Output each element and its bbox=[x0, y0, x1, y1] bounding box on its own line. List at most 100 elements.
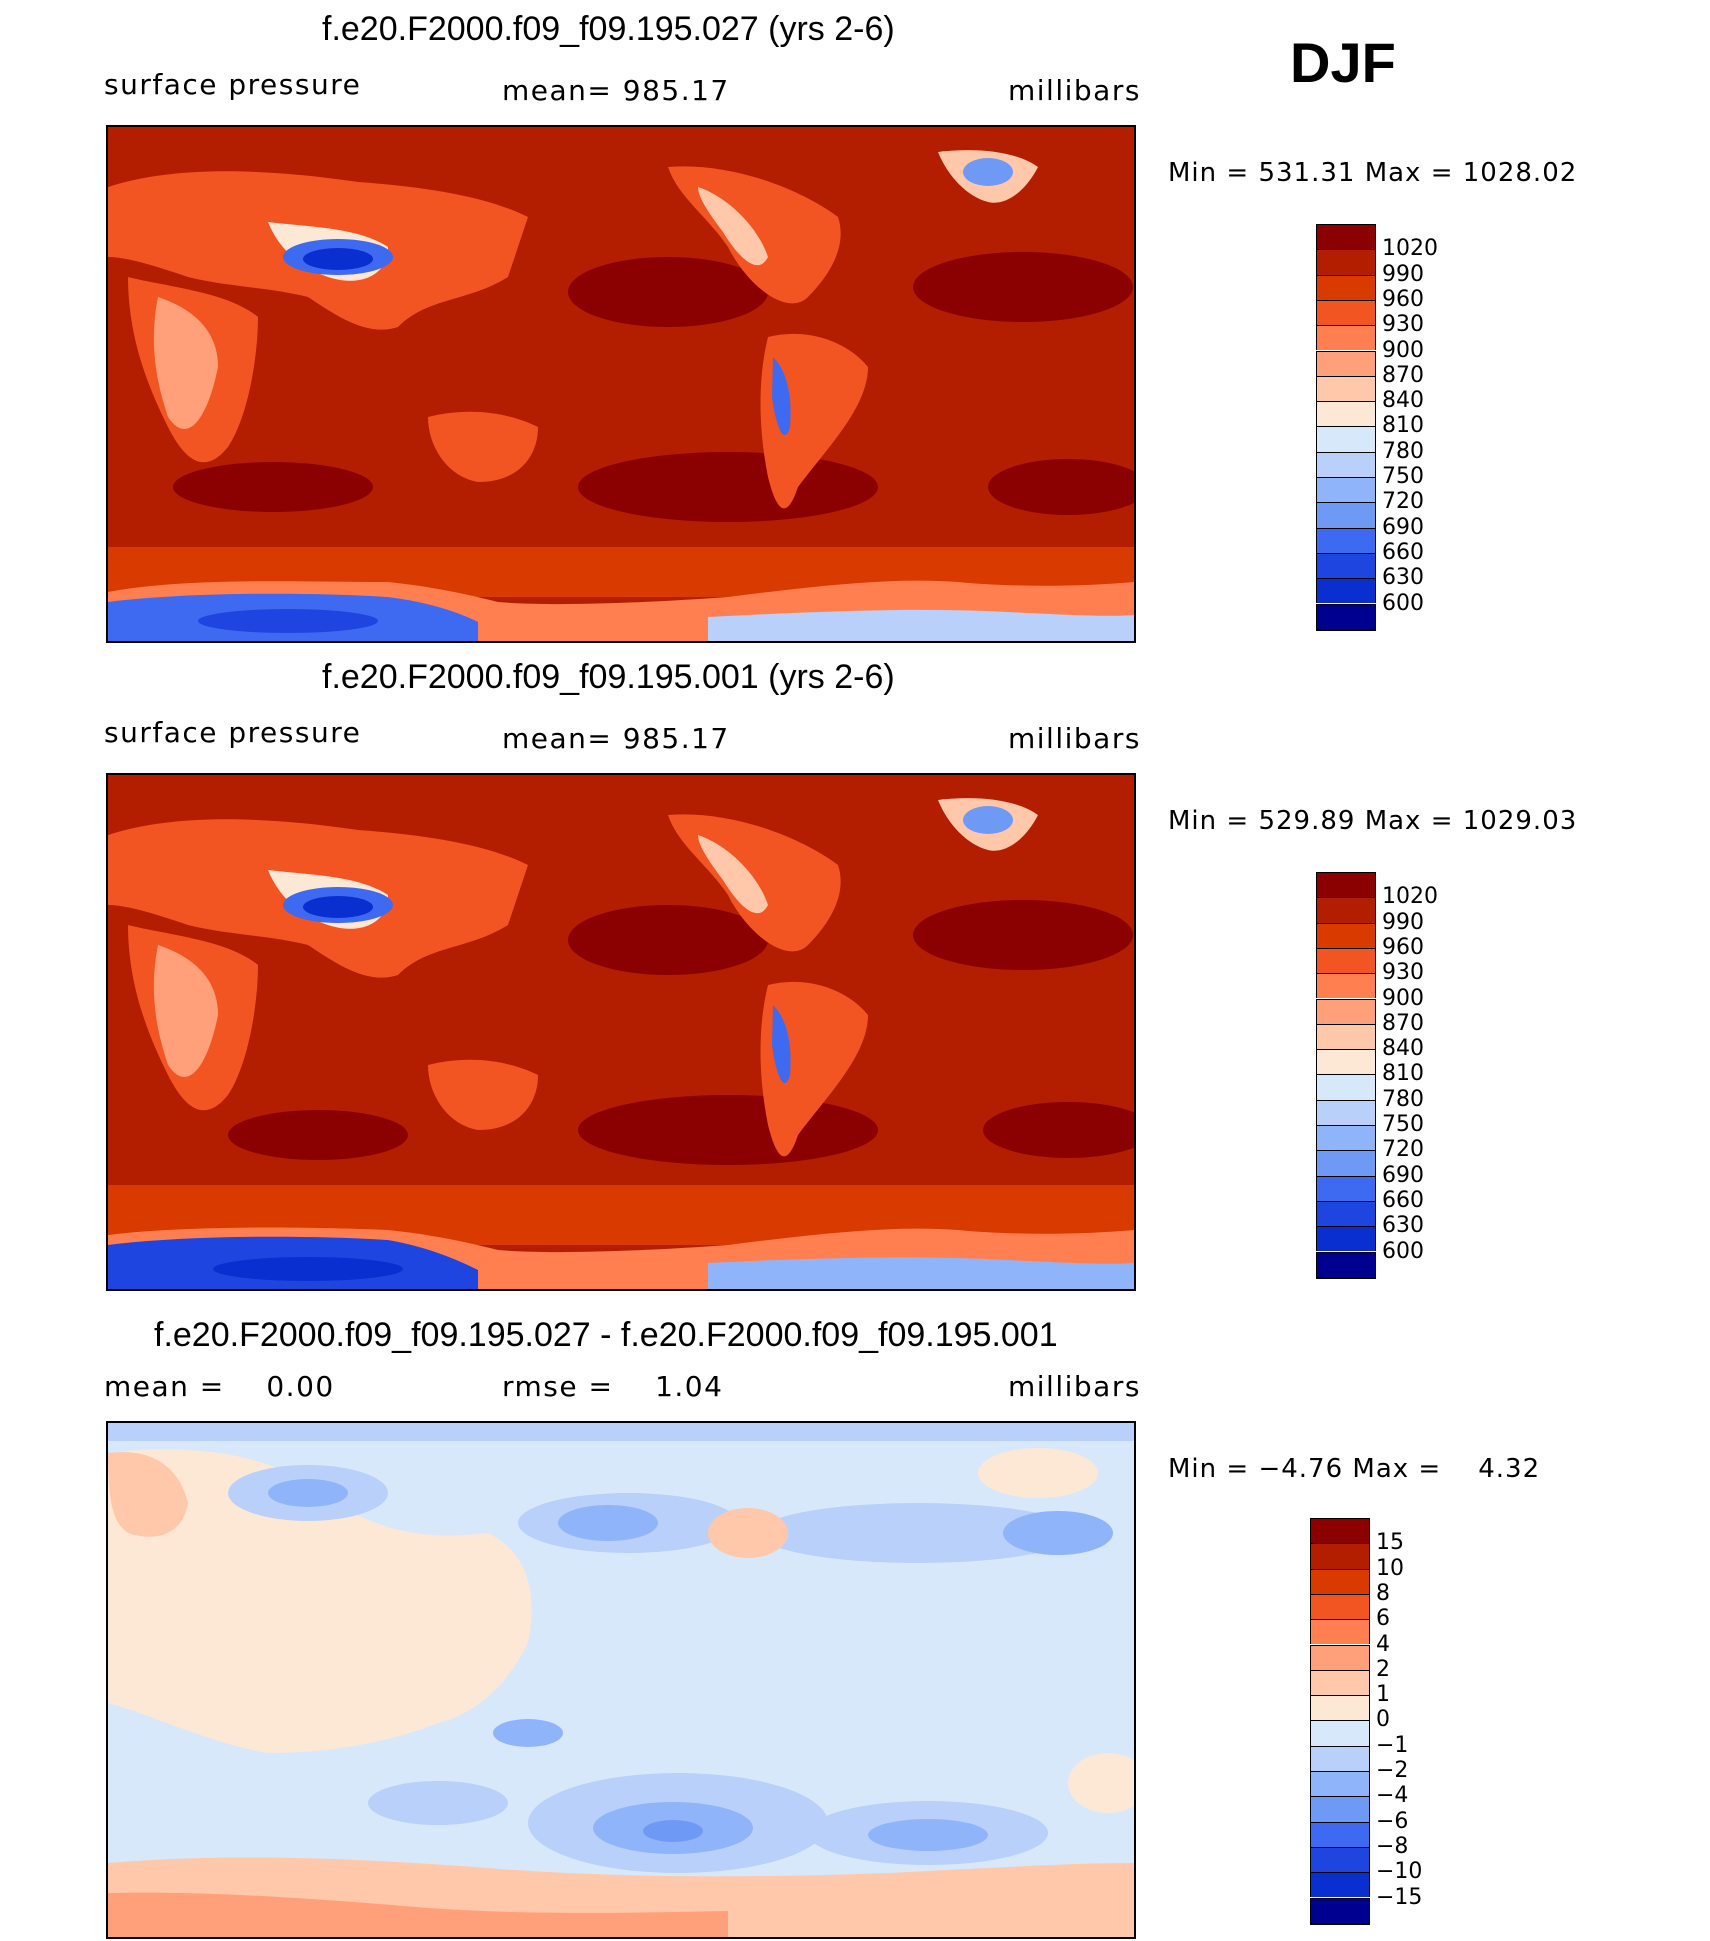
panel-1-high-south-atlantic bbox=[988, 459, 1134, 515]
colorbar-level-label: −15 bbox=[1376, 1884, 1423, 1910]
colorbar-level-label: −8 bbox=[1376, 1833, 1409, 1859]
panel-1-mean-label: mean= 985.17 bbox=[502, 74, 730, 107]
colorbar-swatch bbox=[1310, 1872, 1370, 1898]
colorbar-level-label: 630 bbox=[1382, 1213, 1424, 1239]
panel-1-units-label: millibars bbox=[1008, 74, 1141, 107]
panel-1-map bbox=[106, 125, 1136, 643]
colorbar-level-label: 600 bbox=[1382, 1238, 1424, 1264]
panel-1-tibet-core bbox=[303, 248, 373, 270]
colorbar-swatch bbox=[1316, 299, 1376, 326]
panel-3-minmax: Min = −4.76 Max = 4.32 bbox=[1168, 1454, 1541, 1484]
colorbar-level-label: 990 bbox=[1382, 261, 1424, 287]
colorbar-swatch bbox=[1316, 1049, 1376, 1075]
colorbar-level-label: 10 bbox=[1376, 1555, 1404, 1581]
colorbar-swatch bbox=[1310, 1796, 1370, 1822]
colorbar-level-label: 780 bbox=[1382, 1086, 1424, 1112]
colorbar-swatch bbox=[1316, 1200, 1376, 1227]
panel-2-mean-label: mean= 985.17 bbox=[502, 722, 730, 755]
panel-1-high-north-atlantic bbox=[913, 252, 1133, 322]
panel-3-bering-positive bbox=[708, 1508, 788, 1558]
colorbar-bottom-edge bbox=[1316, 628, 1376, 631]
colorbar-level-label: 900 bbox=[1382, 985, 1424, 1011]
colorbar-swatch bbox=[1310, 1846, 1370, 1873]
panel-2-greenland-core bbox=[963, 806, 1013, 834]
colorbar-level-label: −4 bbox=[1376, 1783, 1409, 1809]
panel-3-map bbox=[106, 1421, 1136, 1939]
colorbar-level-label: 6 bbox=[1376, 1606, 1390, 1632]
panel-3-south-atlantic-positive bbox=[1068, 1753, 1134, 1813]
colorbar-swatch bbox=[1310, 1543, 1370, 1569]
panel-1-africa-interior bbox=[153, 297, 218, 429]
colorbar-level-label: 750 bbox=[1382, 1112, 1424, 1137]
panel-3-north-atlantic-negative bbox=[758, 1503, 1078, 1563]
colorbar-level-label: 15 bbox=[1376, 1530, 1404, 1556]
panel-3-eurasia-africa-positive bbox=[108, 1449, 532, 1753]
panel-2-tibet-core bbox=[303, 896, 373, 918]
colorbar-level-label: 690 bbox=[1382, 514, 1424, 540]
season-label: DJF bbox=[1290, 31, 1396, 94]
panel-3-arctic-band bbox=[108, 1423, 1134, 1441]
colorbar-level-label: 600 bbox=[1382, 590, 1424, 616]
colorbar-level-label: 8 bbox=[1376, 1580, 1390, 1606]
colorbar-swatch bbox=[1316, 1175, 1376, 1201]
colorbar-swatch bbox=[1316, 973, 1376, 999]
panel-2-rockies bbox=[698, 835, 768, 914]
colorbar-swatch bbox=[1316, 527, 1376, 553]
panel-1-title: f.e20.F2000.f09_f09.195.027 (yrs 2-6) bbox=[322, 10, 895, 48]
panel-1-high-north-pacific bbox=[568, 257, 768, 327]
colorbar-level-label: −2 bbox=[1376, 1758, 1409, 1783]
panel-1-high-indian bbox=[173, 462, 373, 512]
colorbar-bottom-edge bbox=[1310, 1922, 1370, 1925]
panel-1-rockies bbox=[698, 187, 768, 266]
colorbar-swatch bbox=[1316, 350, 1376, 376]
colorbar-swatch bbox=[1316, 477, 1376, 503]
colorbar-swatch bbox=[1310, 1720, 1370, 1746]
panel-2-antarctica-core bbox=[213, 1257, 403, 1281]
colorbar-swatch bbox=[1316, 1226, 1376, 1252]
panel-2-map-svg bbox=[108, 775, 1134, 1289]
panel-3-south-pacific-min bbox=[643, 1820, 703, 1842]
colorbar-bottom-edge bbox=[1316, 1276, 1376, 1279]
colorbar-swatch bbox=[1316, 922, 1376, 948]
colorbar-level-label: 900 bbox=[1382, 337, 1424, 363]
colorbar-level-label: 870 bbox=[1382, 1010, 1424, 1036]
colorbar-level-label: −10 bbox=[1376, 1859, 1423, 1885]
colorbar-swatch bbox=[1316, 1074, 1376, 1100]
panel-3-europe-positive bbox=[108, 1452, 188, 1537]
colorbar-level-label: 0 bbox=[1376, 1707, 1390, 1733]
panel-2-units-label: millibars bbox=[1008, 722, 1141, 755]
colorbar-swatch bbox=[1310, 1518, 1370, 1544]
panel-2-andes bbox=[772, 1005, 791, 1084]
colorbar-level-label: −1 bbox=[1376, 1732, 1409, 1758]
colorbar-level-label: −6 bbox=[1376, 1808, 1409, 1834]
panel-1-high-south-pacific bbox=[578, 452, 878, 522]
panel-2-high-south-atlantic bbox=[983, 1102, 1134, 1158]
panel-2-minmax: Min = 529.89 Max = 1029.03 bbox=[1168, 806, 1578, 836]
panel-2-antarctica-east bbox=[708, 1257, 1134, 1289]
colorbar-swatch bbox=[1316, 426, 1376, 452]
colorbar-level-label: 690 bbox=[1382, 1162, 1424, 1188]
colorbar-level-label: 810 bbox=[1382, 1061, 1424, 1087]
panel-3-tropical-negative bbox=[493, 1719, 563, 1747]
panel-1-greenland-core bbox=[963, 158, 1013, 186]
colorbar-swatch bbox=[1316, 274, 1376, 300]
colorbar-level-label: 990 bbox=[1382, 909, 1424, 935]
panel-1-andes bbox=[772, 357, 791, 436]
panel-3-north-pacific-core bbox=[558, 1505, 658, 1541]
panel-1-australia bbox=[428, 411, 538, 482]
colorbar-swatch bbox=[1316, 552, 1376, 579]
colorbar-swatch bbox=[1310, 1695, 1370, 1721]
colorbar-level-label: 1 bbox=[1376, 1682, 1390, 1708]
colorbar-swatch bbox=[1310, 1745, 1370, 1771]
colorbar-swatch bbox=[1310, 1568, 1370, 1594]
panel-2-high-indian bbox=[228, 1110, 408, 1160]
panel-2-australia bbox=[428, 1059, 538, 1130]
colorbar-swatch bbox=[1316, 224, 1376, 250]
panel-3-north-atlantic-core bbox=[1003, 1511, 1113, 1555]
panel-1-minmax: Min = 531.31 Max = 1028.02 bbox=[1168, 158, 1578, 188]
colorbar-level-label: 870 bbox=[1382, 362, 1424, 388]
panel-2-africa-interior bbox=[153, 945, 218, 1077]
colorbar-swatch bbox=[1316, 1125, 1376, 1151]
colorbar-swatch bbox=[1316, 249, 1376, 275]
panel-3-map-svg bbox=[108, 1423, 1134, 1937]
